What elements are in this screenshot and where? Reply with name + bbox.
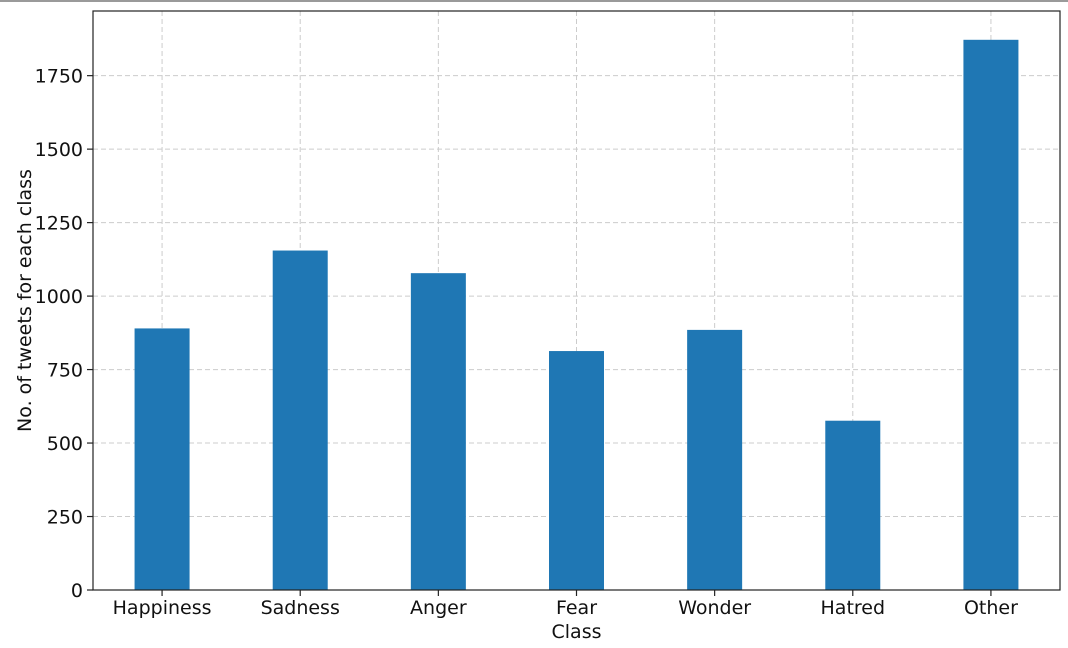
bar-other <box>963 39 1019 591</box>
bar-sadness <box>272 250 328 591</box>
y-tick-label: 0 <box>71 580 83 602</box>
x-tick-label-happiness: Happiness <box>113 597 212 619</box>
x-tick-label-other: Other <box>964 597 1018 619</box>
x-axis-title: Class <box>552 621 602 643</box>
y-tick-label: 1500 <box>35 139 83 161</box>
y-tick-label: 750 <box>47 360 83 382</box>
y-axis-ticks: 0 250 500 750 1000 1250 1500 1750 <box>35 66 93 602</box>
window-top-border <box>0 0 1068 2</box>
bars <box>134 39 1019 591</box>
bar-happiness <box>134 328 190 590</box>
x-tick-label-anger: Anger <box>410 597 467 619</box>
x-tick-label-wonder: Wonder <box>678 597 751 619</box>
y-tick-label: 1000 <box>35 286 83 308</box>
x-tick-label-fear: Fear <box>556 597 597 619</box>
y-tick-label: 500 <box>47 433 83 455</box>
y-tick-label: 250 <box>47 507 83 529</box>
y-tick-label: 1750 <box>35 66 83 88</box>
bar-hatred <box>825 420 881 590</box>
x-tick-label-hatred: Hatred <box>821 597 886 619</box>
x-axis-ticks: Happiness Sadness Anger Fear Wonder Hatred Oth… <box>113 590 1018 619</box>
bar-anger <box>410 273 466 590</box>
x-tick-label-sadness: Sadness <box>261 597 340 619</box>
y-axis-title: No. of tweets for each class <box>14 169 36 432</box>
bar-wonder <box>687 329 743 590</box>
bar-fear <box>549 351 604 590</box>
y-tick-label: 1250 <box>35 213 83 235</box>
